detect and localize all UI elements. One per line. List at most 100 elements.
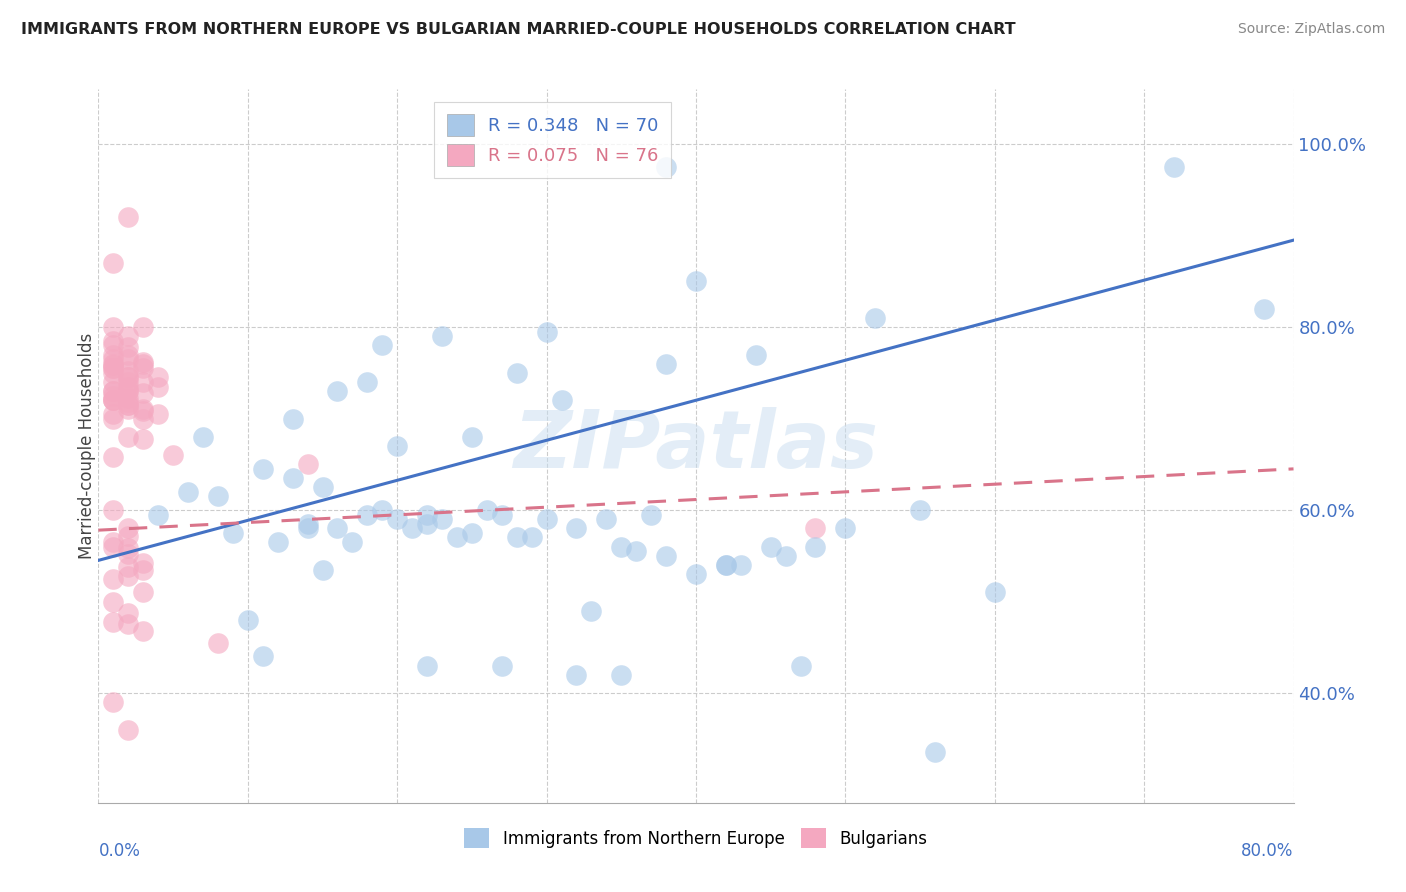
Point: [550, 393, 572, 408]
Point: [132, 320, 155, 334]
Point: [297, 521, 319, 535]
Point: [103, 535, 125, 549]
Point: [103, 393, 125, 408]
Point: [117, 529, 139, 543]
Point: [475, 503, 498, 517]
Point: [342, 535, 364, 549]
Point: [506, 366, 529, 380]
Point: [610, 667, 633, 681]
Point: [103, 407, 125, 421]
Point: [132, 386, 155, 401]
Point: [103, 338, 125, 352]
Text: 80.0%: 80.0%: [1241, 842, 1294, 860]
Point: [834, 521, 856, 535]
Point: [103, 572, 125, 586]
Point: [581, 604, 603, 618]
Point: [132, 355, 155, 369]
Point: [103, 361, 125, 376]
Point: [117, 521, 139, 535]
Point: [103, 320, 125, 334]
Point: [191, 430, 214, 444]
Point: [759, 540, 782, 554]
Point: [117, 541, 139, 556]
Point: [148, 379, 170, 393]
Point: [416, 658, 439, 673]
Point: [655, 357, 678, 371]
Point: [103, 540, 125, 554]
Point: [595, 512, 617, 526]
Point: [430, 329, 453, 343]
Point: [385, 512, 409, 526]
Point: [565, 521, 588, 535]
Point: [297, 516, 319, 531]
Point: [117, 375, 139, 389]
Point: [311, 562, 333, 576]
Point: [326, 384, 349, 398]
Point: [117, 395, 139, 409]
Point: [103, 503, 125, 517]
Point: [371, 503, 394, 517]
Point: [103, 450, 125, 464]
Text: Source: ZipAtlas.com: Source: ZipAtlas.com: [1237, 22, 1385, 37]
Point: [117, 547, 139, 561]
Point: [103, 256, 125, 270]
Point: [117, 352, 139, 367]
Point: [117, 347, 139, 361]
Point: [117, 569, 139, 583]
Point: [236, 613, 259, 627]
Point: [132, 361, 155, 376]
Point: [297, 458, 319, 472]
Point: [908, 503, 931, 517]
Point: [103, 359, 125, 373]
Point: [655, 160, 678, 174]
Point: [789, 658, 811, 673]
Point: [132, 375, 155, 389]
Point: [207, 489, 229, 503]
Point: [132, 402, 155, 417]
Point: [103, 334, 125, 348]
Point: [117, 384, 139, 398]
Point: [252, 649, 274, 664]
Point: [103, 352, 125, 367]
Point: [685, 274, 707, 288]
Point: [610, 540, 633, 554]
Point: [103, 375, 125, 389]
Point: [103, 366, 125, 380]
Point: [103, 393, 125, 408]
Point: [117, 617, 139, 632]
Point: [416, 508, 439, 522]
Point: [984, 585, 1007, 599]
Point: [103, 357, 125, 371]
Point: [745, 347, 768, 361]
Point: [103, 594, 125, 608]
Point: [714, 558, 737, 572]
Point: [117, 559, 139, 574]
Point: [103, 384, 125, 398]
Point: [117, 723, 139, 737]
Point: [446, 531, 468, 545]
Point: [132, 357, 155, 371]
Point: [117, 606, 139, 620]
Point: [117, 370, 139, 384]
Text: IMMIGRANTS FROM NORTHERN EUROPE VS BULGARIAN MARRIED-COUPLE HOUSEHOLDS CORRELATI: IMMIGRANTS FROM NORTHERN EUROPE VS BULGA…: [21, 22, 1015, 37]
Point: [103, 615, 125, 629]
Point: [775, 549, 797, 563]
Point: [117, 392, 139, 406]
Point: [714, 558, 737, 572]
Point: [162, 448, 184, 462]
Point: [655, 549, 678, 563]
Point: [117, 329, 139, 343]
Point: [371, 338, 394, 352]
Point: [132, 556, 155, 570]
Point: [281, 411, 304, 425]
Point: [506, 531, 529, 545]
Point: [132, 585, 155, 599]
Point: [430, 512, 453, 526]
Point: [117, 398, 139, 412]
Point: [148, 370, 170, 384]
Text: 0.0%: 0.0%: [98, 842, 141, 860]
Point: [730, 558, 752, 572]
Point: [117, 430, 139, 444]
Point: [520, 531, 543, 545]
Point: [103, 389, 125, 403]
